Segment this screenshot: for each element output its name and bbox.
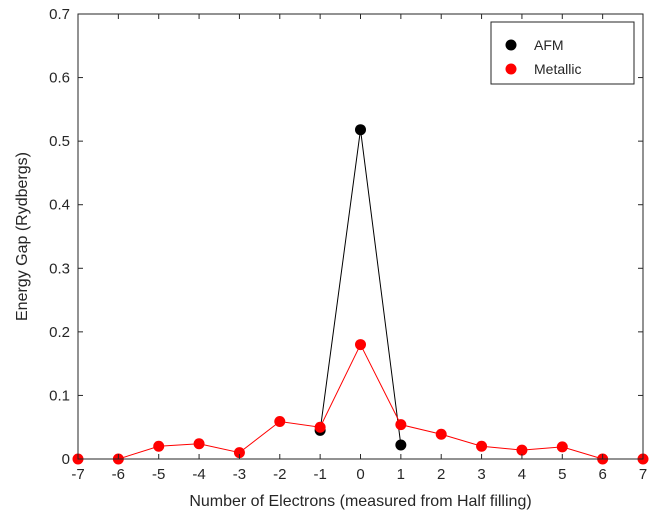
data-point-metallic — [314, 421, 326, 433]
series-layer — [72, 124, 649, 465]
x-tick-label: 1 — [397, 466, 405, 483]
x-tick-label: 2 — [437, 466, 445, 483]
data-point-metallic — [435, 428, 447, 440]
data-point-metallic — [395, 419, 407, 431]
x-tick-label: 4 — [518, 466, 526, 483]
y-tick-label: 0 — [62, 451, 70, 468]
x-axis-label: Number of Electrons (measured from Half … — [189, 493, 531, 510]
data-point-metallic — [516, 444, 528, 456]
x-tick-label: -2 — [273, 466, 286, 483]
y-tick-label: 0.6 — [49, 70, 70, 87]
y-tick-label: 0.4 — [49, 197, 70, 214]
data-point-afm — [395, 439, 407, 451]
data-point-metallic — [556, 441, 568, 453]
legend-box — [490, 21, 635, 85]
legend-label-metallic: Metallic — [534, 61, 581, 77]
y-tick-label: 0.2 — [49, 324, 70, 341]
data-point-metallic — [233, 447, 245, 459]
data-point-metallic — [153, 440, 165, 452]
x-tick-label: 5 — [558, 466, 566, 483]
y-tick-label: 0.3 — [49, 260, 70, 277]
ticks-layer: -7 -6 -5 -4 -3 -2 -1 0 1 2 3 4 5 6 7 0 0.1 0.2 0.3 0.4 0.5 0.… — [49, 6, 647, 483]
legend-label-afm: AFM — [534, 37, 564, 53]
x-tick-label: 7 — [639, 466, 647, 483]
x-tick-label: -6 — [112, 466, 125, 483]
legend-marker-metallic — [505, 63, 517, 75]
data-point-metallic — [476, 440, 488, 452]
data-point-metallic — [274, 415, 286, 427]
x-tick-label: -5 — [152, 466, 165, 483]
x-tick-label: -4 — [192, 466, 205, 483]
legend-marker-afm — [505, 39, 517, 51]
x-tick-label: 6 — [598, 466, 606, 483]
y-tick-label: 0.7 — [49, 6, 70, 23]
x-tick-label: 3 — [477, 466, 485, 483]
y-tick-label: 0.1 — [49, 387, 70, 404]
plot-area — [78, 14, 643, 459]
x-tick-label: -1 — [313, 466, 326, 483]
data-point-metallic — [355, 339, 366, 351]
x-tick-label: -3 — [233, 466, 246, 483]
x-tick-label: -7 — [71, 466, 84, 483]
y-axis-label: Energy Gap (Rydbergs) — [14, 152, 31, 321]
data-point-metallic — [193, 438, 205, 450]
y-tick-label: 0.5 — [49, 133, 70, 150]
x-tick-label: 0 — [356, 466, 364, 483]
data-point-afm — [355, 124, 366, 136]
legend: AFM Metallic — [490, 21, 635, 85]
